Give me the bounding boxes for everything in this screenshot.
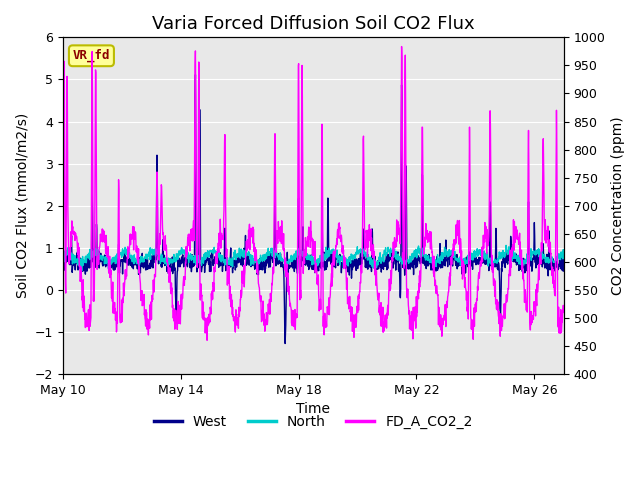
Text: VR_fd: VR_fd — [73, 49, 110, 62]
West — [59, 263, 67, 268]
West — [141, 257, 149, 263]
FD_A_CO2_2 — [397, 44, 405, 49]
FD_A_CO2_2 — [170, 318, 178, 324]
West — [560, 254, 568, 260]
North — [502, 242, 510, 248]
North — [73, 259, 81, 265]
North — [78, 268, 86, 274]
West — [170, 264, 178, 270]
North — [328, 247, 336, 252]
FD_A_CO2_2 — [59, 306, 67, 312]
North — [560, 253, 568, 259]
North — [141, 255, 149, 261]
FD_A_CO2_2 — [184, 243, 192, 249]
North — [450, 252, 458, 258]
North — [170, 254, 178, 260]
West — [282, 341, 289, 347]
Line: FD_A_CO2_2: FD_A_CO2_2 — [63, 47, 564, 340]
West — [451, 255, 458, 261]
North — [59, 247, 67, 253]
West — [328, 252, 336, 258]
Y-axis label: Soil CO2 Flux (mmol/m2/s): Soil CO2 Flux (mmol/m2/s) — [15, 113, 29, 298]
FD_A_CO2_2 — [73, 234, 81, 240]
X-axis label: Time: Time — [296, 402, 330, 416]
West — [73, 261, 81, 266]
FD_A_CO2_2 — [204, 337, 211, 343]
FD_A_CO2_2 — [560, 310, 568, 315]
Title: Varia Forced Diffusion Soil CO2 Flux: Varia Forced Diffusion Soil CO2 Flux — [152, 15, 475, 33]
FD_A_CO2_2 — [451, 237, 458, 242]
West — [184, 256, 192, 262]
North — [184, 250, 192, 256]
FD_A_CO2_2 — [328, 260, 336, 266]
Line: West: West — [63, 75, 564, 344]
Line: North: North — [63, 245, 564, 271]
Y-axis label: CO2 Concentration (ppm): CO2 Concentration (ppm) — [611, 116, 625, 295]
FD_A_CO2_2 — [141, 315, 149, 321]
Legend: West, North, FD_A_CO2_2: West, North, FD_A_CO2_2 — [148, 409, 478, 434]
West — [191, 72, 199, 78]
